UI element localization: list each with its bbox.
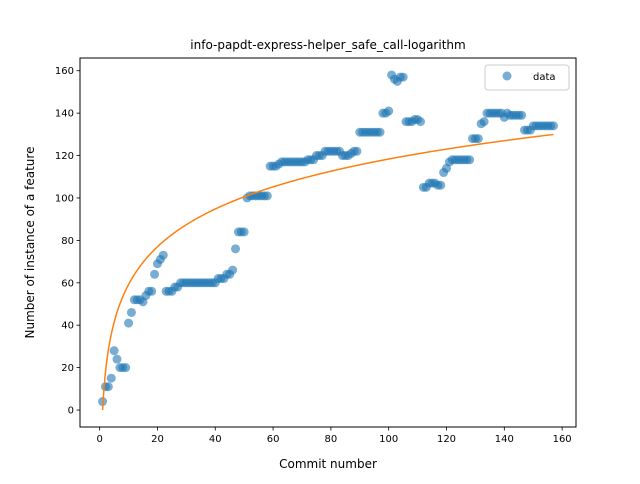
data-point xyxy=(384,106,394,116)
y-tick-label: 80 xyxy=(61,236,74,247)
data-point xyxy=(375,127,385,137)
legend: data xyxy=(484,64,570,91)
data-point xyxy=(103,382,113,392)
data-point xyxy=(262,191,272,201)
data-point xyxy=(147,286,157,296)
x-tick-label: 40 xyxy=(209,434,222,445)
data-point xyxy=(158,250,168,260)
data-point xyxy=(352,146,362,156)
x-tick-label: 80 xyxy=(325,434,338,445)
y-axis-label: Number of instance of a feature xyxy=(23,147,37,339)
data-point xyxy=(473,134,483,144)
x-tick-label: 0 xyxy=(96,434,102,445)
y-tick-label: 0 xyxy=(68,406,74,417)
x-tick-label: 60 xyxy=(267,434,280,445)
y-tick-label: 60 xyxy=(61,278,74,289)
data-point xyxy=(415,117,425,127)
data-point xyxy=(121,363,131,373)
y-tick-label: 140 xyxy=(55,109,74,120)
x-tick-label: 100 xyxy=(379,434,398,445)
data-point xyxy=(479,117,489,127)
data-point xyxy=(398,72,408,82)
data-point xyxy=(109,346,119,356)
y-tick-label: 160 xyxy=(55,66,74,77)
data-point xyxy=(231,244,241,254)
legend-label-data: data xyxy=(533,72,556,83)
chart-title: info-papdt-express-helper_safe_call-loga… xyxy=(190,38,465,52)
data-point xyxy=(228,265,238,275)
data-point xyxy=(126,307,136,317)
x-axis-label: Commit number xyxy=(279,457,377,471)
legend-box xyxy=(484,64,570,91)
x-tick-label: 140 xyxy=(495,434,514,445)
fit-line xyxy=(101,133,554,411)
data-point xyxy=(150,269,160,279)
axes-frame xyxy=(79,57,577,428)
data-point xyxy=(112,354,122,364)
plot-area xyxy=(98,70,558,411)
data-point xyxy=(465,155,475,165)
legend-marker-data xyxy=(502,71,512,81)
y-tick-label: 120 xyxy=(55,151,74,162)
x-tick-label: 20 xyxy=(151,434,164,445)
y-tick-label: 20 xyxy=(61,363,74,374)
y-tick-label: 100 xyxy=(55,193,74,204)
y-axis: 0 20 40 60 80 100 120 140 160 xyxy=(55,66,80,417)
data-point xyxy=(436,180,446,190)
y-tick-label: 40 xyxy=(61,321,74,332)
x-tick-label: 120 xyxy=(437,434,456,445)
data-point xyxy=(239,227,249,237)
data-point xyxy=(106,373,116,383)
data-point xyxy=(548,121,558,131)
x-axis: 0 20 40 60 80 100 120 140 160 xyxy=(96,427,572,445)
data-point xyxy=(124,318,134,328)
x-tick-label: 160 xyxy=(553,434,572,445)
data-point xyxy=(517,110,527,120)
